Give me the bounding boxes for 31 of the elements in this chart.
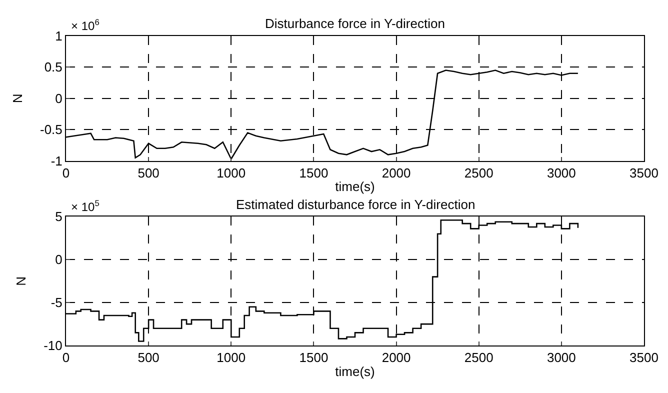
y-tick-label: 1 [55,28,62,44]
text: × 10$^{6}$ [71,17,100,34]
x-axis-title: time(s) [335,179,375,194]
x-tick-label: 2500 [464,350,494,366]
chart-title: Estimated disturbance force in Y-direction [236,197,476,212]
y-tick-label: 5 [55,209,62,224]
y-tick-label: 0 [55,252,62,268]
y-tick-label: -0.5 [40,122,62,138]
x-tick-label: 3000 [546,350,576,366]
x-tick-label: 500 [138,165,160,180]
x-tick-label: 1500 [299,165,328,180]
x-tick-label: 2500 [464,165,494,180]
y-axis-title: N [10,94,25,104]
x-tick-label: 3000 [546,165,576,180]
x-tick-label: 500 [138,350,160,366]
y-tick-label: 0.5 [44,60,62,75]
x-tick-label: 3500 [630,350,658,366]
x-tick-label: 2000 [382,350,411,366]
x-tick-label: 1500 [299,350,328,366]
y-axis-title: N [14,276,29,286]
x-tick-label: 2000 [382,165,411,180]
y-tick-label: 0 [55,90,62,106]
y-tick-label: -5 [50,295,62,310]
x-tick-label: 1000 [216,350,246,366]
y-tick-label: -10 [44,338,62,354]
y-tick-label: -1 [50,153,62,168]
x-axis-title: time(s) [335,364,375,379]
x-tick-label: 3500 [630,165,658,180]
text: × 10$^{5}$ [71,198,100,214]
x-tick-label: 1000 [216,165,246,180]
chart-title: Disturbance force in Y-direction [265,16,445,31]
